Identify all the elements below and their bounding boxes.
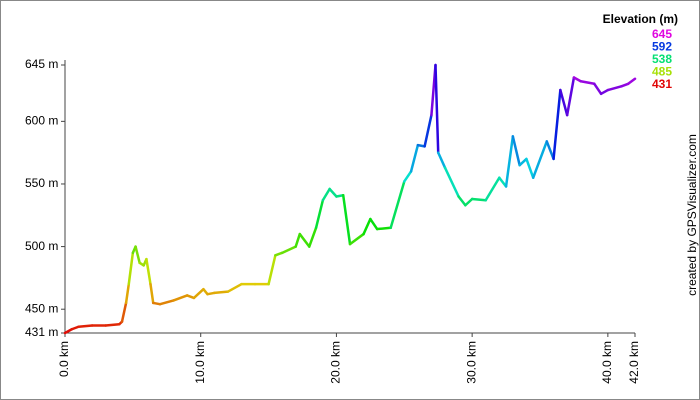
elevation-segment: [226, 282, 243, 293]
elevation-segment: [294, 232, 302, 248]
elevation-segment: [443, 166, 460, 198]
y-tick-label: 550 m: [25, 176, 58, 190]
x-tick-label: 30.0 km: [464, 341, 478, 384]
elevation-segment: [552, 88, 562, 161]
elevation-segment: [484, 176, 501, 202]
elevation-segment: [626, 77, 637, 86]
elevation-segment: [158, 299, 175, 306]
legend-value: 592: [652, 40, 672, 54]
elevation-segment: [127, 251, 135, 286]
y-tick-label: 450 m: [25, 301, 58, 315]
elevation-segment: [124, 282, 131, 305]
elevation-segment: [434, 63, 440, 154]
elevation-segment: [559, 88, 569, 117]
elevation-segment: [511, 135, 521, 167]
elevation-segment: [531, 140, 549, 179]
elevation-segment: [77, 324, 94, 328]
elevation-segment: [423, 113, 433, 148]
elevation-segment: [599, 88, 610, 96]
elevation-segment: [409, 143, 420, 173]
elevation-segment: [436, 151, 447, 169]
elevation-segment: [375, 226, 392, 231]
elevation-segment: [362, 217, 372, 236]
elevation-segment: [280, 245, 297, 255]
elevation-segment: [192, 287, 205, 300]
elevation-segment: [348, 232, 365, 246]
legend-value: 431: [652, 77, 672, 91]
elevation-segment: [565, 76, 576, 117]
legend-value: 485: [652, 65, 672, 79]
elevation-segment: [341, 193, 352, 246]
elevation-segment: [470, 197, 487, 202]
x-tick-label: 20.0 km: [329, 341, 343, 384]
legend-value: 538: [652, 52, 672, 66]
elevation-segment: [314, 199, 325, 230]
elevation-segment: [403, 170, 413, 183]
elevation-segment: [369, 217, 379, 231]
elevation-segment: [120, 301, 128, 323]
elevation-segment: [504, 135, 515, 188]
y-tick-label: 600 m: [25, 114, 58, 128]
credit: created by GPSVisualizer.com: [685, 134, 699, 296]
x-tick-label: 42.0 km: [627, 341, 641, 384]
elevation-segment: [518, 157, 528, 167]
elevation-segment: [525, 157, 535, 179]
elevation-segment: [298, 232, 311, 248]
elevation-segment: [172, 294, 189, 302]
elevation-segment: [579, 80, 596, 86]
elevation-segment: [545, 140, 555, 161]
elevation-segment: [606, 85, 623, 92]
y-tick-label: 500 m: [25, 239, 58, 253]
elevation-segment: [457, 195, 467, 207]
elevation-segment: [593, 82, 603, 96]
elevation-segment: [267, 254, 277, 286]
y-tick-label: 431 m: [25, 325, 58, 339]
legend-title: Elevation (m): [603, 12, 678, 26]
legend-value: 645: [652, 27, 672, 41]
elevation-segment: [464, 197, 474, 207]
x-tick-label: 0.0 km: [57, 341, 71, 377]
elevation-segment: [308, 226, 318, 248]
x-tick-label: 40.0 km: [600, 341, 614, 384]
elevation-segment: [63, 327, 74, 335]
elevation-segment: [213, 290, 230, 295]
elevation-segment: [328, 187, 338, 198]
elevation-segment: [134, 245, 141, 265]
elevation-segment: [389, 180, 406, 230]
elevation-segment: [149, 282, 155, 305]
elevation-segment: [498, 176, 508, 188]
elevation-segment: [572, 76, 582, 83]
y-tick-label: 645 m: [25, 57, 58, 71]
x-tick-label: 10.0 km: [193, 341, 207, 384]
elevation-segment: [104, 322, 121, 327]
elevation-segment: [145, 257, 152, 286]
elevation-segment: [321, 187, 331, 202]
